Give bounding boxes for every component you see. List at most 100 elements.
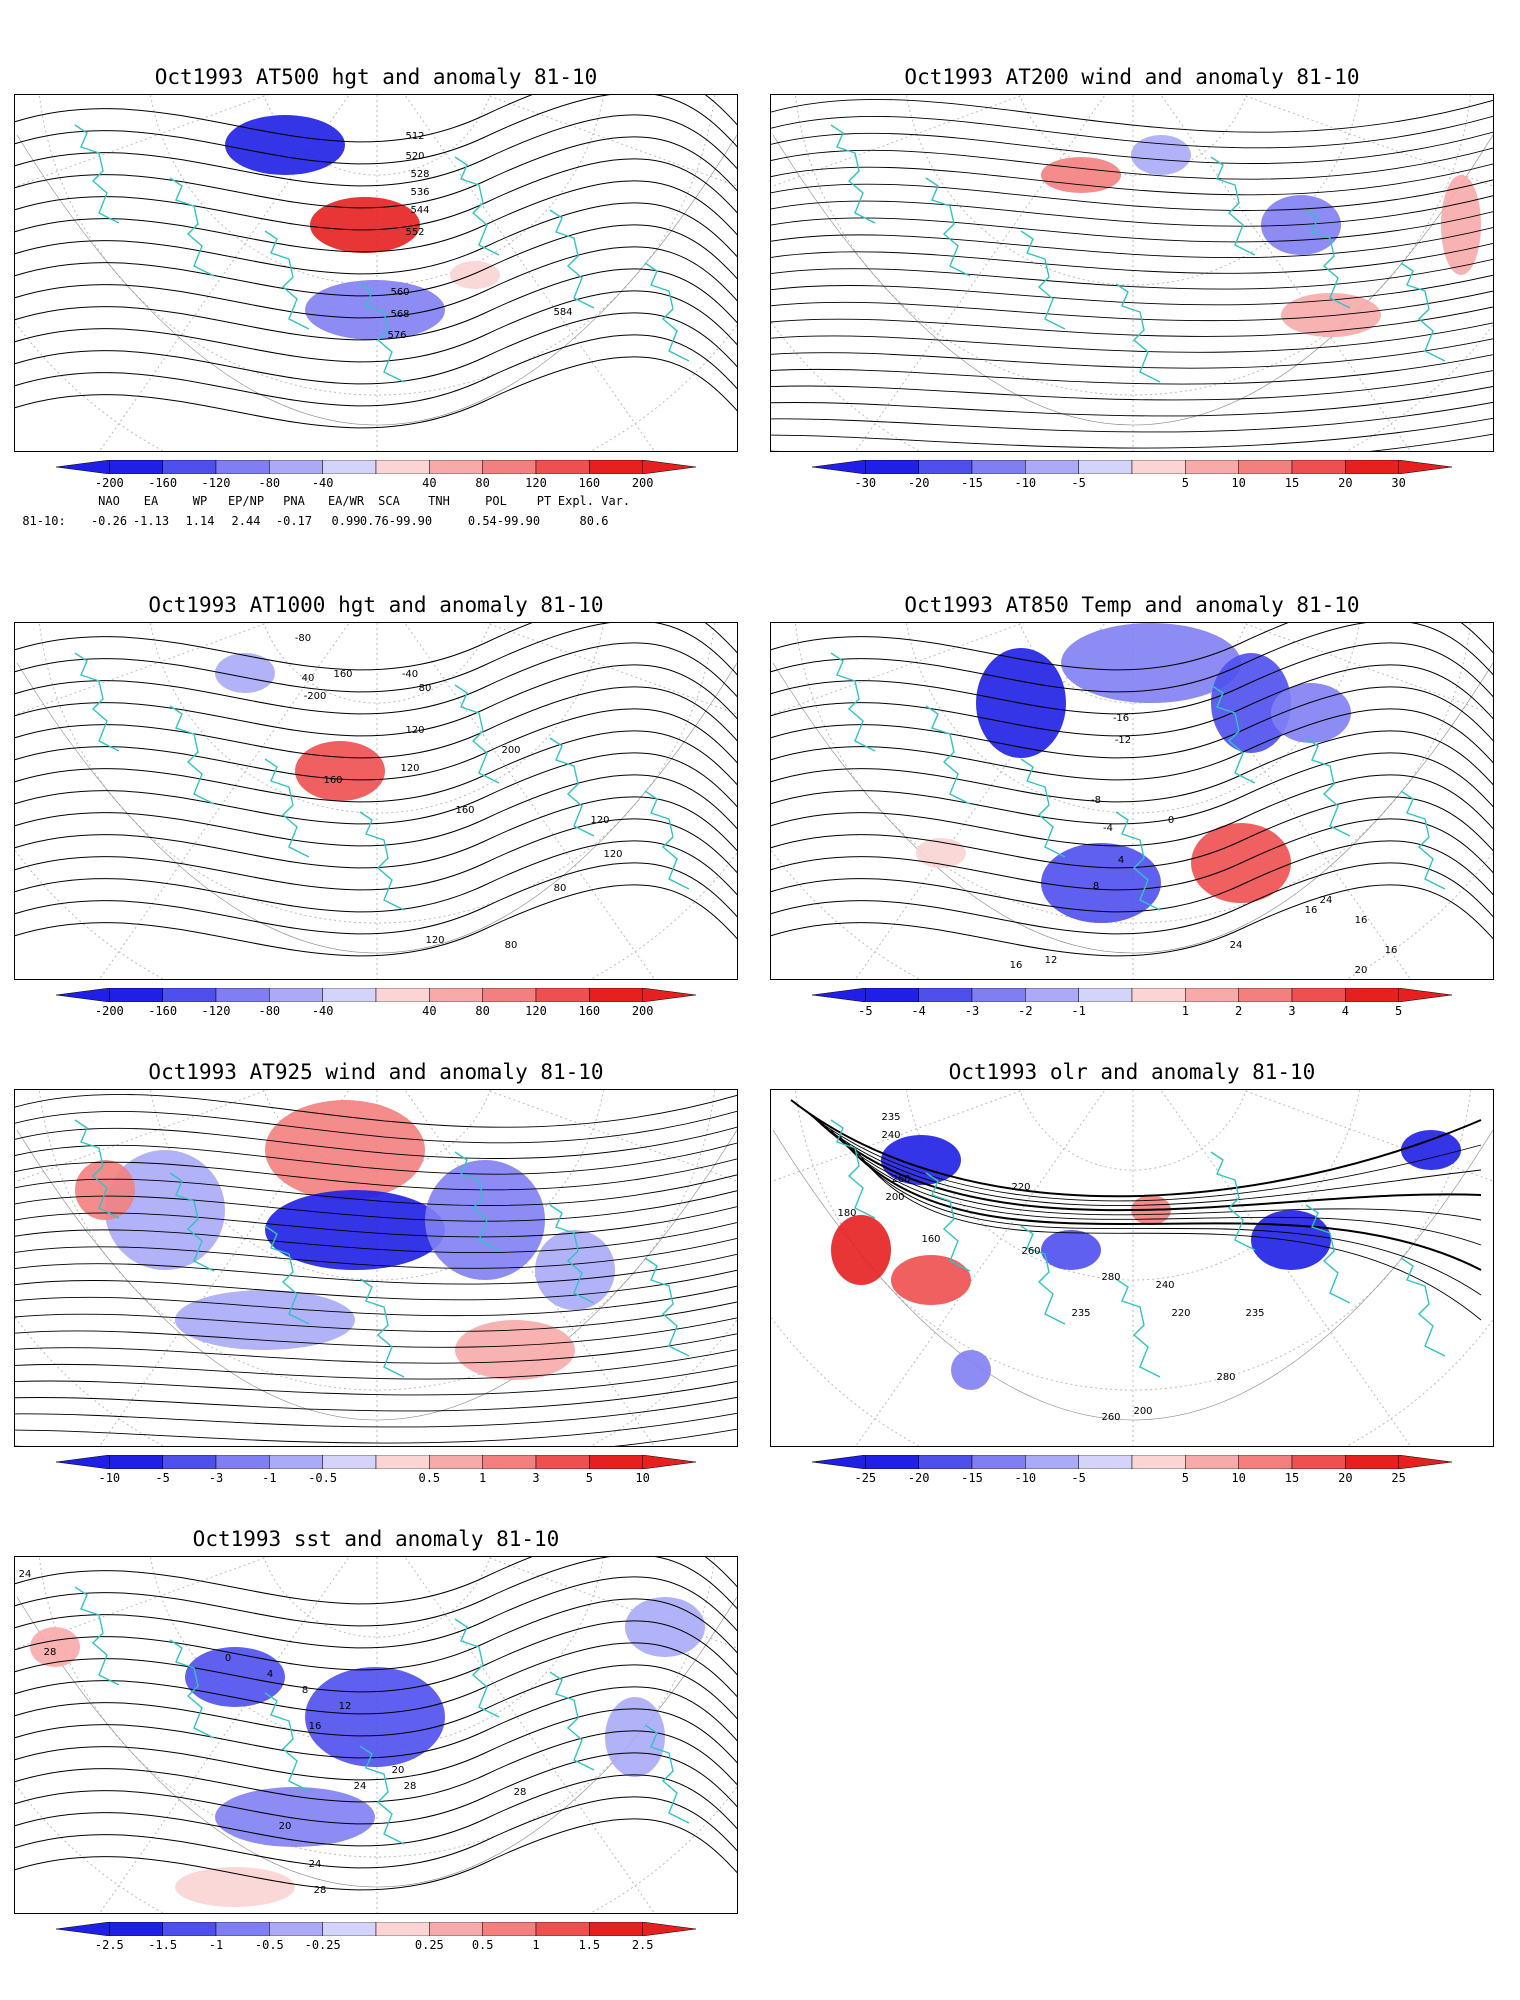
contour-label: 260 (1021, 1246, 1040, 1257)
anomaly-shading (1131, 135, 1191, 175)
coastline (1210, 684, 1256, 784)
streamline (15, 1142, 737, 1175)
colorbar-tick-label: 120 (525, 476, 547, 490)
coastline (264, 758, 310, 858)
coastline (830, 652, 876, 752)
colorbar-swatch (1345, 460, 1399, 474)
colorbar-swatch (1185, 1455, 1239, 1469)
contour-label: 16 (1385, 945, 1398, 956)
colorbar-tick-label: 1 (1181, 1004, 1189, 1018)
graticule-meridian (404, 623, 655, 979)
coastline (644, 790, 690, 890)
anomaly-shading (175, 1290, 355, 1350)
colorbar-tick-label: -3 (964, 1004, 980, 1018)
coastline (925, 177, 971, 277)
map-olr: 235 240 260 200 180 160 220 260 280 235 240 220 260 2… (770, 1089, 1494, 1447)
anomaly-shading (265, 1100, 425, 1200)
anomaly-shading (1211, 653, 1291, 753)
colorbar-tick-label: -20 (907, 1471, 930, 1485)
teleconnection-index-name: PT (536, 494, 552, 508)
contour-line (771, 818, 1493, 891)
colorbar-tick-label: 0.5 (418, 1471, 441, 1485)
contour-line (15, 1664, 737, 1737)
colorbar-tick-label: 1 (479, 1471, 487, 1485)
colorbar-tick-label: 120 (525, 1004, 547, 1018)
streamline (771, 226, 1493, 259)
coastline (1210, 156, 1256, 256)
contour-label: 260 (891, 1174, 910, 1185)
hemisphere-edge (772, 134, 1493, 426)
contour-label: 20 (1355, 965, 1368, 976)
anomaly-shading (310, 197, 420, 253)
colorbar-tick-label: 1 (532, 1938, 540, 1952)
graticule-meridian (404, 95, 655, 451)
olr-contour (814, 1117, 1482, 1212)
colorbar (812, 988, 1452, 1002)
streamline (15, 1094, 737, 1128)
anomaly-shading (1251, 1210, 1331, 1270)
colorbar-tick-label: -1 (1071, 1004, 1086, 1018)
contour-label: 80 (419, 683, 432, 694)
contour-label: 120 (590, 815, 609, 826)
colorbar-tick-label: -2 (1018, 1004, 1033, 1018)
contour-label: 280 (1216, 1372, 1235, 1383)
coastline (1020, 230, 1066, 330)
contour-label: -4 (1103, 823, 1113, 834)
colorbar-tick-label: 80 (475, 1004, 490, 1018)
colorbar-tick-label: -120 (201, 1004, 231, 1018)
colorbar-swatch (109, 1455, 163, 1469)
colorbar-tick-label: 200 (631, 476, 654, 490)
colorbar-swatch (1238, 460, 1293, 474)
contour-line (15, 1576, 737, 1649)
graticule-meridian (771, 95, 1025, 188)
colorbar-tick-label: -0.5 (308, 1471, 338, 1485)
contour-label: 0 (1168, 815, 1174, 826)
map-svg-z500: 512 520 528 536 544 552 560 568 576 584 (15, 95, 737, 451)
contour-line (771, 840, 1493, 913)
colorbar-tick-label: 160 (578, 476, 601, 490)
anomaly-shading (1271, 683, 1351, 743)
contour-label: 568 (390, 309, 409, 320)
colorbar-tick-label: 10 (1231, 476, 1246, 490)
panel-title: Oct1993 AT200 wind and anomaly 81-10 (904, 65, 1360, 89)
contour-label: 12 (1045, 955, 1058, 966)
contour-line (15, 1708, 737, 1781)
contour-line (15, 623, 737, 693)
panel-title: Oct1993 sst and anomaly 81-10 (192, 1527, 560, 1551)
coastline (830, 1119, 876, 1219)
contour-label: 220 (1011, 1182, 1030, 1193)
colorbar-tick-label: -4 (911, 1004, 926, 1018)
streamline (15, 1365, 737, 1396)
teleconnection-values: 81-10: -0.26 -1.13 1.14 2.44 -0.17 0.99 0.76-99… (14, 514, 738, 530)
graticule-meridian (15, 95, 269, 188)
colorbar-swatch (322, 460, 377, 474)
coastline (1020, 1225, 1066, 1325)
streamline (15, 1317, 737, 1348)
contour-line (771, 796, 1493, 869)
contour-line (15, 840, 737, 913)
colorbar-swatch (215, 1455, 270, 1469)
streamline (771, 195, 1493, 227)
colorbar-tick-label: 0.5 (471, 1938, 494, 1952)
coastline (169, 1639, 215, 1739)
anomaly-shading (1401, 1130, 1461, 1170)
colorbar-swatch (269, 988, 323, 1002)
coastline (1020, 758, 1066, 858)
colorbar-arrow-high (642, 460, 696, 474)
colorbar-tick-label: -2.5 (94, 1938, 124, 1952)
colorbar-swatch (109, 988, 163, 1002)
contour-line (15, 224, 737, 297)
contour-label: 0 (225, 1653, 231, 1664)
colorbar-tick-label: -25 (854, 1471, 877, 1485)
contour-label: 16 (1355, 915, 1368, 926)
contour-line (15, 708, 737, 781)
contour-label: 240 (881, 1130, 900, 1141)
colorbar-swatch (162, 988, 217, 1002)
streamline (15, 1110, 737, 1144)
coastline (359, 811, 405, 911)
coastline (359, 1745, 405, 1845)
colorbar-swatch (1131, 1455, 1186, 1469)
colorbar-tick-label: -1 (208, 1938, 224, 1952)
colorbar-tick-label: 15 (1284, 476, 1300, 490)
